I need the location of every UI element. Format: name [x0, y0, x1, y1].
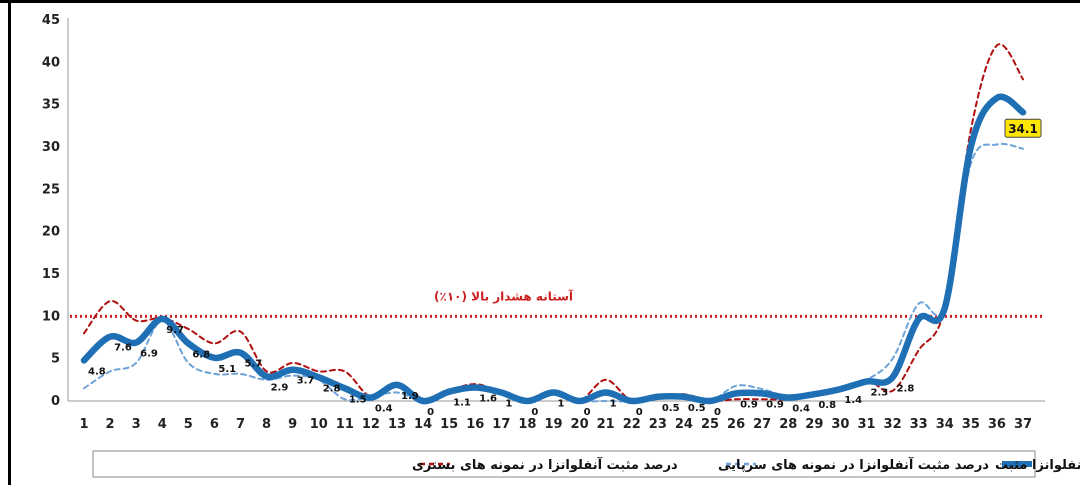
- x-tick-label: 19: [544, 417, 562, 432]
- x-tick-label: 27: [753, 417, 771, 432]
- data-label: 3.7: [297, 376, 315, 387]
- last-value-callout-text: 34.1: [1008, 122, 1038, 136]
- x-tick-label: 36: [988, 417, 1006, 432]
- y-tick-label: 35: [42, 98, 60, 113]
- x-tick-label: 10: [310, 417, 328, 432]
- legend-entry-label: درصد مثبت آنفلوانزا در نمونه های بستری: [412, 456, 678, 473]
- x-tick-label: 18: [518, 417, 536, 432]
- data-label: 0.9: [766, 399, 784, 410]
- x-tick-label: 20: [571, 417, 589, 432]
- x-tick-label: 7: [236, 417, 245, 432]
- x-tick-label: 35: [962, 417, 980, 432]
- data-label: 0: [531, 407, 538, 418]
- y-tick-label: 40: [42, 55, 60, 70]
- data-label: 0: [427, 407, 434, 418]
- data-label: 0: [636, 407, 643, 418]
- data-label: 1: [610, 399, 617, 410]
- data-label: 1: [558, 399, 565, 410]
- x-tick-label: 4: [158, 417, 167, 432]
- data-label: 0: [584, 407, 591, 418]
- x-tick-label: 3: [132, 417, 141, 432]
- x-tick-label: 23: [649, 417, 667, 432]
- data-label: 2.8: [323, 383, 341, 394]
- y-tick-label: 45: [42, 13, 60, 28]
- legend-box: [92, 450, 1036, 478]
- y-tick-label: 30: [42, 140, 60, 155]
- legend: میانگین آنفلوانزا مثبت درصد مثبت آنفلوانز…: [92, 450, 1080, 478]
- x-tick-label: 30: [831, 417, 849, 432]
- x-tick-label: 31: [857, 417, 875, 432]
- data-label: 5.7: [245, 359, 263, 370]
- x-tick-label: 11: [336, 417, 354, 432]
- legend-entry-label: میانگین آنفلوانزا مثبت: [995, 456, 1080, 473]
- x-tick-label: 25: [701, 417, 719, 432]
- data-label: 6.8: [192, 349, 210, 360]
- data-label: 1.4: [844, 395, 862, 406]
- x-tick-label: 2: [106, 417, 115, 432]
- x-tick-label: 26: [727, 417, 745, 432]
- data-label: 0.9: [740, 399, 758, 410]
- data-label: 0.5: [662, 403, 680, 414]
- data-label: 1: [505, 399, 512, 410]
- x-tick-label: 14: [414, 417, 432, 432]
- y-tick-label: 15: [42, 267, 60, 282]
- y-tick-label: 5: [51, 352, 60, 367]
- y-tick-label: 20: [42, 225, 60, 240]
- y-tick-label: 0: [51, 394, 60, 409]
- x-tick-label: 17: [492, 417, 510, 432]
- data-label: 0.4: [792, 404, 810, 415]
- threshold-label: آستانه هشدار بالا (۱۰٪): [434, 288, 574, 303]
- data-label: 1.6: [479, 393, 497, 404]
- x-tick-label: 13: [388, 417, 406, 432]
- data-label: 6.9: [140, 349, 158, 360]
- data-label: 0.4: [375, 404, 393, 415]
- x-tick-label: 21: [597, 417, 615, 432]
- data-label: 2.8: [897, 383, 915, 394]
- data-label: 0: [714, 407, 721, 418]
- data-label: 4.8: [88, 366, 106, 377]
- data-label: 0.8: [818, 400, 836, 411]
- data-label: 9.7: [166, 325, 184, 336]
- x-tick-label: 29: [805, 417, 823, 432]
- data-label: 2.3: [871, 388, 889, 399]
- x-tick-label: 5: [184, 417, 193, 432]
- x-tick-label: 16: [466, 417, 484, 432]
- data-label: 1.1: [453, 398, 471, 409]
- left-border: [8, 0, 11, 485]
- x-tick-label: 9: [288, 417, 297, 432]
- data-label: 7.6: [114, 343, 132, 354]
- x-tick-label: 28: [779, 417, 797, 432]
- x-tick-label: 32: [884, 417, 902, 432]
- y-tick-label: 10: [42, 309, 60, 324]
- legend-entry-label: درصد مثبت آنفلوانزا در نمونه های سرپایی: [718, 456, 989, 473]
- data-label: 0.5: [688, 403, 706, 414]
- x-tick-label: 8: [262, 417, 271, 432]
- x-tick-label: 12: [362, 417, 380, 432]
- x-tick-label: 6: [210, 417, 219, 432]
- x-tick-label: 24: [675, 417, 693, 432]
- data-label: 5.1: [218, 364, 236, 375]
- x-tick-label: 1: [79, 417, 88, 432]
- data-label: 1.5: [349, 394, 367, 405]
- x-tick-label: 22: [623, 417, 641, 432]
- data-label: 1.9: [401, 391, 419, 402]
- x-tick-label: 33: [910, 417, 928, 432]
- data-label: 2.9: [271, 382, 289, 393]
- x-tick-label: 15: [440, 417, 458, 432]
- x-tick-label: 37: [1014, 417, 1032, 432]
- top-border: [0, 0, 1080, 3]
- last-value-callout: [1004, 118, 1042, 138]
- series-line-average-positive: [80, 93, 1027, 405]
- y-tick-label: 25: [42, 182, 60, 197]
- x-tick-label: 34: [936, 417, 954, 432]
